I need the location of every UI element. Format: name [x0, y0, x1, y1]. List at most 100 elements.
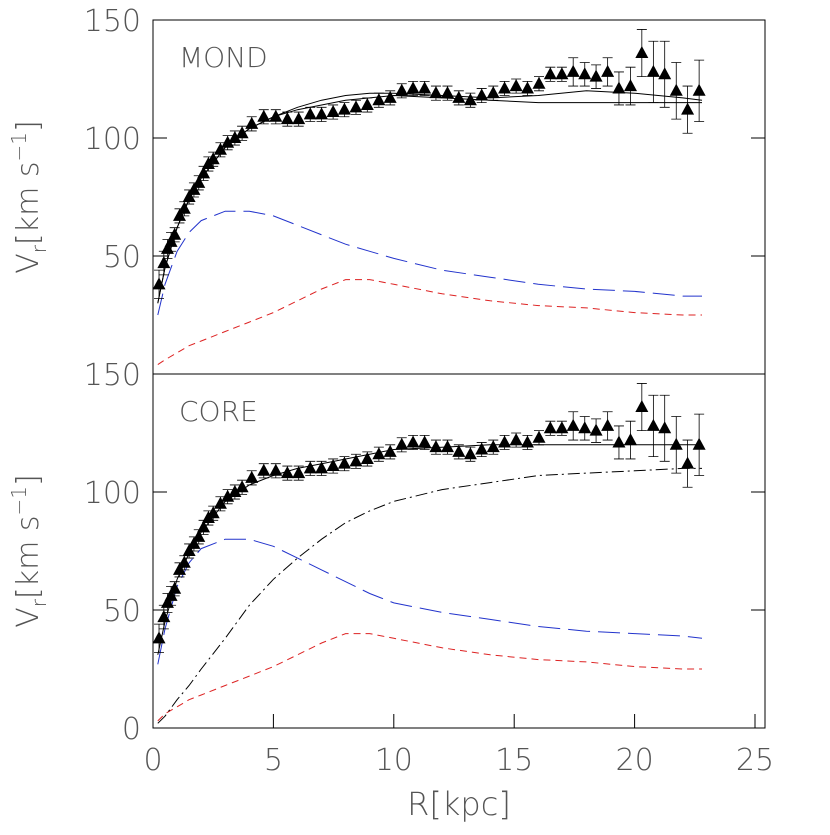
data-point [498, 434, 512, 450]
triangle-marker [509, 79, 523, 92]
y-axis-label: Vr[km s−1] [7, 474, 51, 627]
data-point [349, 453, 363, 469]
triangle-marker [532, 76, 546, 89]
triangle-marker [658, 421, 672, 434]
data-point [235, 479, 249, 495]
triangle-marker [326, 459, 340, 472]
triangle-marker [440, 86, 454, 99]
triangle-marker [669, 437, 683, 450]
triangle-marker [245, 116, 259, 129]
data-point [383, 444, 397, 460]
data-point [168, 227, 182, 243]
data-point [520, 80, 534, 96]
data-point [692, 59, 706, 122]
data-point [555, 420, 569, 436]
data-point [418, 434, 432, 450]
data-point [245, 116, 259, 132]
triangle-marker [589, 69, 603, 82]
triangle-marker [152, 631, 166, 644]
triangle-marker [646, 418, 660, 431]
triangle-marker [164, 588, 178, 601]
data-point [669, 62, 683, 120]
triangle-marker [192, 529, 206, 542]
triangle-marker [646, 64, 660, 77]
data-point [383, 90, 397, 106]
data-point [463, 92, 477, 108]
data-point [589, 418, 603, 443]
x-tick-label: 20 [616, 743, 654, 778]
data-point [269, 463, 283, 479]
triangle-marker [168, 227, 182, 240]
y-tick-label: 50 [103, 240, 141, 275]
data-point [509, 432, 523, 448]
y-axis-label-part: V [11, 253, 46, 274]
data-point [157, 250, 171, 276]
triangle-marker [182, 190, 196, 202]
data-point [440, 85, 454, 101]
triangle-marker [429, 86, 443, 99]
triangle-marker [498, 81, 512, 94]
data-point [292, 111, 306, 127]
data-point [601, 411, 615, 441]
triangle-marker [206, 506, 220, 519]
triangle-marker [315, 107, 329, 120]
triangle-marker [182, 544, 196, 556]
data-point [280, 465, 294, 481]
data-point [612, 71, 626, 106]
y-tick-label: 0 [122, 712, 141, 747]
data-point [213, 496, 227, 512]
data-point [395, 437, 409, 453]
triangle-marker [635, 400, 649, 413]
data-point [429, 439, 443, 455]
triangle-marker [681, 102, 695, 115]
triangle-marker [187, 536, 201, 549]
data-point [452, 90, 466, 106]
data-point [372, 92, 386, 108]
data-point [566, 411, 580, 441]
y-axis-label-part: ] [11, 120, 46, 132]
model-curve [157, 279, 702, 366]
data-point [463, 446, 477, 462]
y-axis-label-part: [km s [11, 515, 46, 598]
triangle-marker [692, 83, 706, 96]
triangle-marker [509, 433, 523, 446]
y-axis-label: Vr[km s−1] [7, 120, 51, 273]
data-point [213, 142, 227, 158]
data-point [555, 66, 569, 82]
triangle-marker [578, 421, 592, 434]
triangle-marker [245, 470, 259, 483]
triangle-marker [213, 496, 227, 509]
triangle-marker [669, 83, 683, 96]
triangle-marker [206, 152, 220, 165]
model-curve [157, 210, 702, 316]
data-point [337, 456, 351, 472]
triangle-marker [197, 166, 211, 179]
data-point [681, 439, 695, 488]
triangle-marker [349, 454, 363, 467]
triangle-marker [624, 79, 638, 92]
triangle-marker [601, 64, 615, 77]
y-tick-label: 100 [84, 122, 141, 157]
triangle-marker [555, 421, 569, 434]
triangle-marker [326, 105, 340, 118]
triangle-marker [486, 440, 500, 453]
data-point [326, 104, 340, 120]
data-point [257, 463, 271, 479]
data-point [349, 99, 363, 115]
data-point [566, 57, 580, 87]
x-tick-label: 25 [736, 743, 774, 778]
triangle-marker [658, 67, 672, 80]
triangle-marker [257, 463, 271, 476]
triangle-marker [349, 100, 363, 113]
data-point [257, 109, 271, 125]
data-point [658, 40, 672, 108]
triangle-marker [257, 109, 271, 122]
y-tick-label: 150 [84, 358, 141, 393]
x-tick-label: 0 [143, 743, 162, 778]
data-point [646, 394, 660, 457]
triangle-marker [520, 435, 534, 448]
triangle-marker [589, 423, 603, 436]
data-point [326, 458, 340, 474]
data-point [601, 57, 615, 87]
triangle-marker [532, 430, 546, 443]
